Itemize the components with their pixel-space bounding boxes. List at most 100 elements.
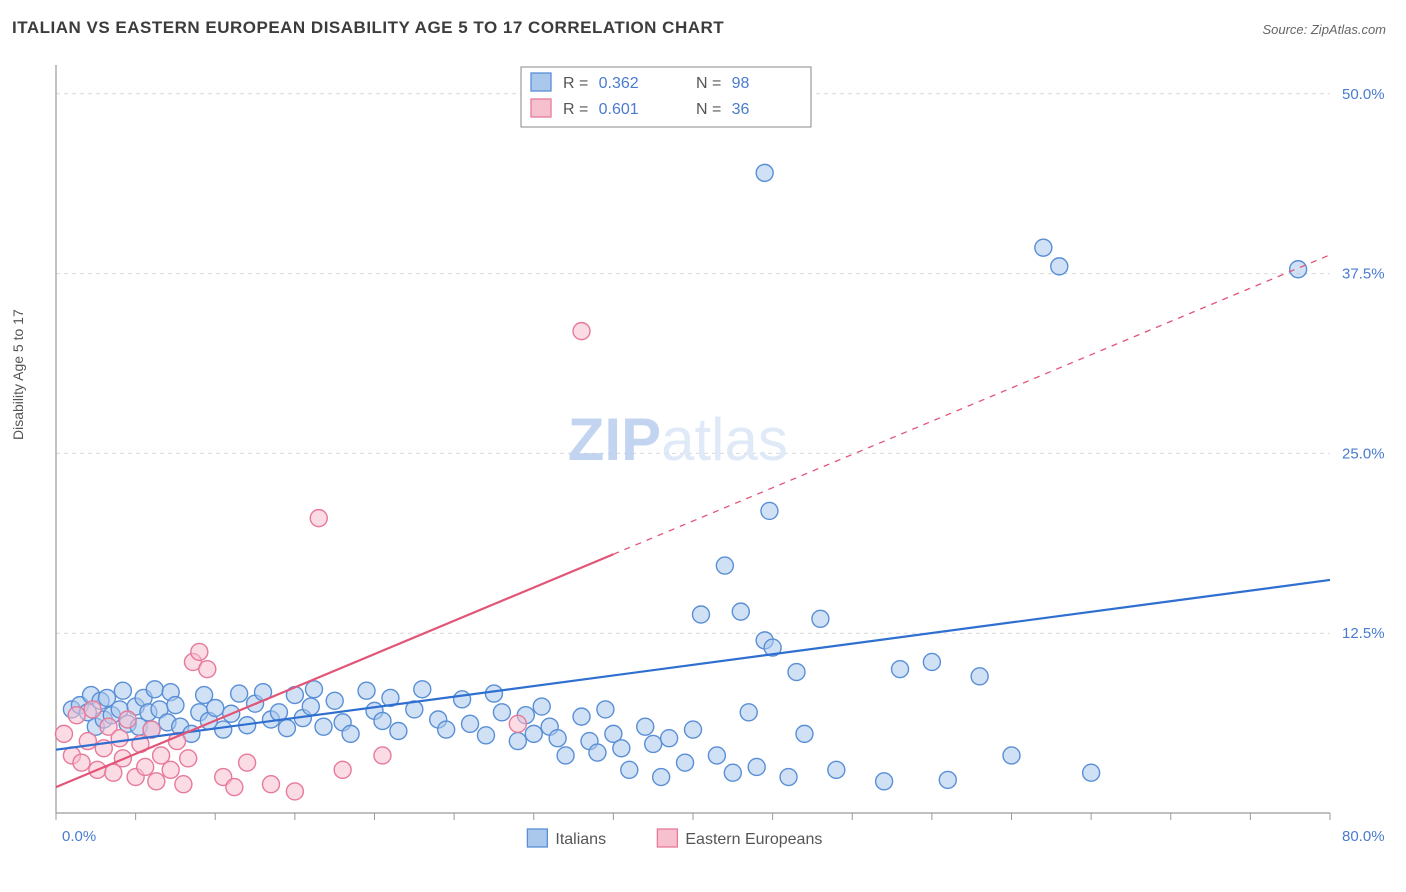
data-point (756, 164, 773, 181)
legend-bottom: Italians Eastern Europeans (527, 829, 822, 848)
legend-text: 98 (732, 75, 750, 92)
data-point (310, 510, 327, 527)
data-point (796, 725, 813, 742)
data-point (761, 502, 778, 519)
trend-line (56, 554, 613, 787)
data-point (342, 725, 359, 742)
data-point (637, 718, 654, 735)
data-point (1290, 261, 1307, 278)
data-point (876, 773, 893, 790)
data-point (971, 668, 988, 685)
legend-text: 0.362 (599, 75, 639, 92)
data-point (621, 761, 638, 778)
data-point (645, 735, 662, 752)
data-point (812, 610, 829, 627)
data-point (740, 704, 757, 721)
scatter-plot: 12.5%25.0%37.5%50.0%ZIPatlas0.0%80.0%R =… (48, 55, 1388, 835)
data-point (557, 747, 574, 764)
data-point (374, 712, 391, 729)
data-point (724, 764, 741, 781)
data-point (374, 747, 391, 764)
source-attribution: Source: ZipAtlas.com (1262, 22, 1386, 37)
data-point (477, 727, 494, 744)
data-point (892, 661, 909, 678)
data-point (653, 769, 670, 786)
data-point (239, 754, 256, 771)
legend-swatch (531, 99, 551, 117)
y-tick-label: 12.5% (1342, 625, 1385, 642)
data-point (661, 730, 678, 747)
data-point (438, 721, 455, 738)
series-italians (63, 164, 1306, 789)
legend-text: 36 (732, 101, 750, 118)
data-point (414, 681, 431, 698)
data-point (573, 323, 590, 340)
data-point (73, 754, 90, 771)
data-point (716, 557, 733, 574)
data-point (231, 685, 248, 702)
x-axis-max-label: 80.0% (1342, 828, 1385, 845)
legend-label: Eastern Europeans (685, 831, 822, 848)
data-point (119, 711, 136, 728)
data-point (1051, 258, 1068, 275)
data-point (191, 643, 208, 660)
data-point (114, 682, 131, 699)
data-point (788, 664, 805, 681)
data-point (137, 758, 154, 775)
legend-swatch (657, 829, 677, 847)
data-point (162, 761, 179, 778)
data-point (199, 661, 216, 678)
data-point (334, 761, 351, 778)
data-point (780, 769, 797, 786)
data-point (358, 682, 375, 699)
data-point (462, 715, 479, 732)
data-point (180, 750, 197, 767)
legend-text: R = (563, 101, 588, 118)
x-axis-min-label: 0.0% (62, 828, 96, 845)
data-point (302, 698, 319, 715)
data-point (748, 758, 765, 775)
data-point (828, 761, 845, 778)
data-point (613, 740, 630, 757)
data-point (326, 692, 343, 709)
legend-text: 0.601 (599, 101, 639, 118)
data-point (485, 685, 502, 702)
legend-label: Italians (555, 831, 606, 848)
data-point (278, 720, 295, 737)
data-point (493, 704, 510, 721)
data-point (167, 697, 184, 714)
data-point (677, 754, 694, 771)
data-point (315, 718, 332, 735)
data-point (549, 730, 566, 747)
data-point (525, 725, 542, 742)
chart-title: ITALIAN VS EASTERN EUROPEAN DISABILITY A… (12, 18, 724, 38)
data-point (708, 747, 725, 764)
data-point (573, 708, 590, 725)
data-point (207, 699, 224, 716)
y-tick-label: 50.0% (1342, 86, 1385, 103)
legend-text: N = (696, 101, 721, 118)
data-point (732, 603, 749, 620)
data-point (84, 701, 101, 718)
legend-swatch (531, 73, 551, 91)
data-point (305, 681, 322, 698)
data-point (454, 691, 471, 708)
watermark: ZIPatlas (568, 406, 788, 473)
legend-swatch (527, 829, 547, 847)
data-point (68, 707, 85, 724)
data-point (509, 733, 526, 750)
data-point (215, 721, 232, 738)
data-point (939, 771, 956, 788)
y-tick-label: 25.0% (1342, 445, 1385, 462)
data-point (589, 744, 606, 761)
data-point (923, 653, 940, 670)
data-point (226, 779, 243, 796)
data-point (390, 723, 407, 740)
data-point (685, 721, 702, 738)
data-point (1003, 747, 1020, 764)
data-point (1083, 764, 1100, 781)
data-point (597, 701, 614, 718)
legend-text: R = (563, 75, 588, 92)
data-point (509, 715, 526, 732)
data-point (111, 730, 128, 747)
